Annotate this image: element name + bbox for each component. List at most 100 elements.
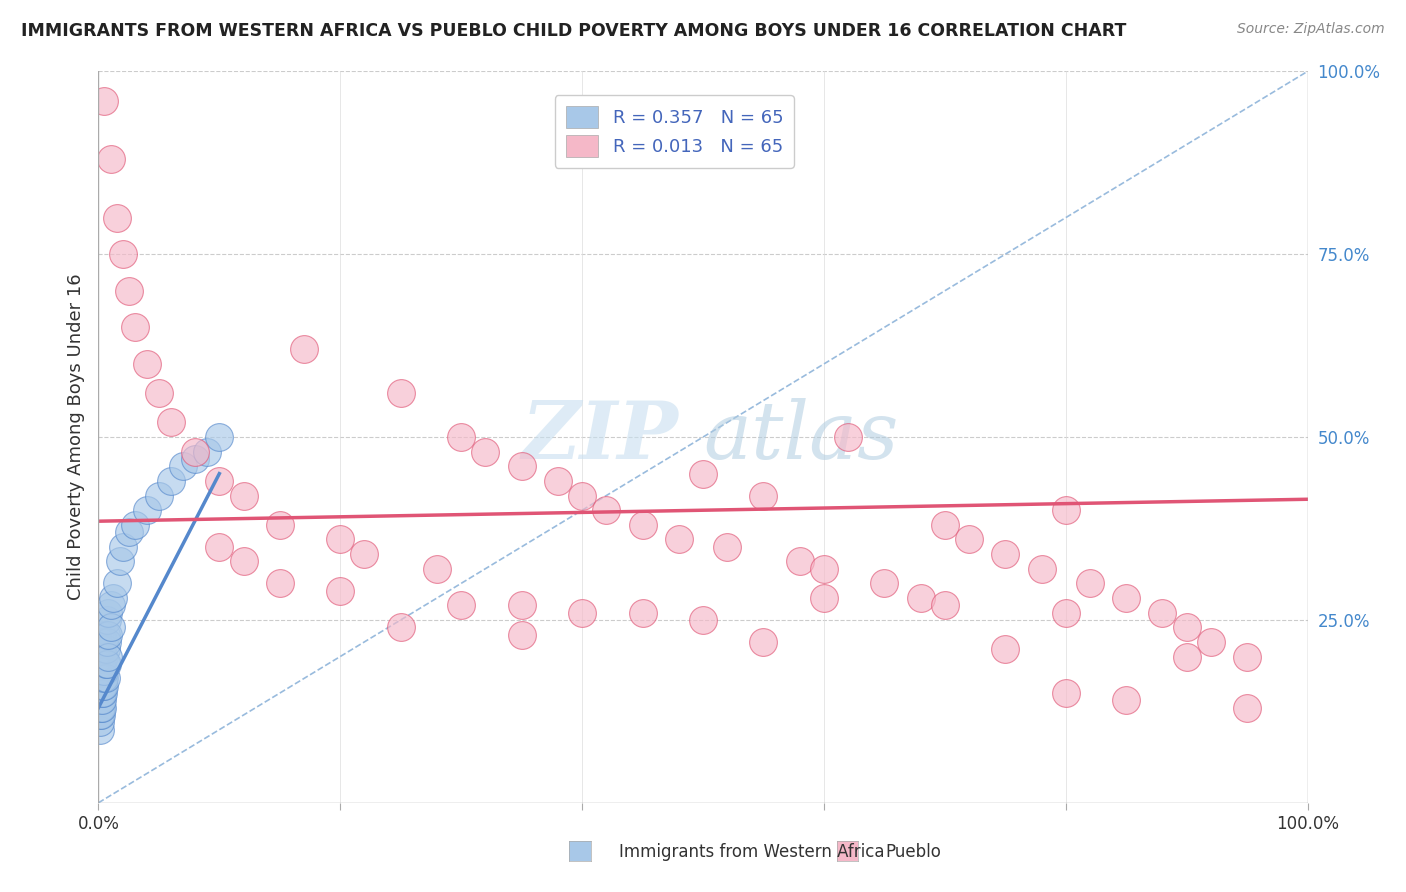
Point bbox=[269, 517, 291, 532]
Point bbox=[89, 686, 111, 700]
Point bbox=[994, 547, 1017, 561]
Point bbox=[89, 715, 111, 730]
Point bbox=[426, 562, 449, 576]
Point bbox=[118, 284, 141, 298]
Point bbox=[450, 599, 472, 613]
Point bbox=[752, 489, 775, 503]
Point bbox=[93, 679, 115, 693]
Point bbox=[91, 700, 114, 714]
Text: Source: ZipAtlas.com: Source: ZipAtlas.com bbox=[1237, 22, 1385, 37]
Point bbox=[89, 672, 111, 686]
Point bbox=[93, 94, 115, 108]
Point bbox=[873, 576, 896, 591]
Point bbox=[269, 576, 291, 591]
Point bbox=[90, 672, 112, 686]
Point bbox=[329, 583, 352, 598]
Point bbox=[353, 547, 375, 561]
Point bbox=[93, 672, 115, 686]
Legend: R = 0.357   N = 65, R = 0.013   N = 65: R = 0.357 N = 65, R = 0.013 N = 65 bbox=[555, 95, 794, 168]
Point bbox=[90, 657, 112, 671]
Point bbox=[957, 533, 980, 547]
Point bbox=[195, 444, 218, 458]
Point bbox=[89, 723, 111, 737]
Text: Immigrants from Western Africa: Immigrants from Western Africa bbox=[619, 843, 884, 861]
Point bbox=[1175, 649, 1198, 664]
Point bbox=[692, 467, 714, 481]
Point bbox=[571, 489, 593, 503]
Point bbox=[96, 635, 118, 649]
Point bbox=[1031, 562, 1053, 576]
Point bbox=[292, 343, 315, 357]
Point bbox=[837, 430, 859, 444]
Point bbox=[474, 444, 496, 458]
Point bbox=[208, 474, 231, 488]
Point bbox=[111, 247, 134, 261]
Point bbox=[90, 686, 112, 700]
Point bbox=[91, 649, 114, 664]
Point bbox=[1054, 606, 1077, 620]
Point bbox=[232, 489, 254, 503]
Point bbox=[631, 517, 654, 532]
Point bbox=[91, 686, 114, 700]
Point bbox=[668, 533, 690, 547]
Point bbox=[94, 627, 117, 641]
Point bbox=[94, 657, 117, 671]
Point bbox=[1054, 686, 1077, 700]
Point bbox=[91, 657, 114, 671]
Point bbox=[96, 657, 118, 671]
Text: ZIP: ZIP bbox=[522, 399, 679, 475]
Point bbox=[148, 386, 170, 401]
Point bbox=[90, 664, 112, 678]
Point bbox=[172, 459, 194, 474]
Point bbox=[97, 649, 120, 664]
Point bbox=[1175, 620, 1198, 634]
Point bbox=[692, 613, 714, 627]
Point bbox=[91, 686, 114, 700]
Point bbox=[1054, 503, 1077, 517]
Point bbox=[90, 649, 112, 664]
Point bbox=[93, 649, 115, 664]
Point bbox=[547, 474, 569, 488]
Point bbox=[1152, 606, 1174, 620]
Point bbox=[89, 708, 111, 723]
Point bbox=[105, 211, 128, 225]
Point bbox=[1115, 693, 1137, 707]
Point bbox=[135, 503, 157, 517]
Point bbox=[89, 700, 111, 714]
Point bbox=[716, 540, 738, 554]
Point bbox=[89, 649, 111, 664]
Point bbox=[510, 599, 533, 613]
Point bbox=[1115, 591, 1137, 605]
Point bbox=[789, 554, 811, 568]
Point bbox=[124, 517, 146, 532]
Point bbox=[329, 533, 352, 547]
Point bbox=[1199, 635, 1222, 649]
Point bbox=[124, 320, 146, 334]
Point bbox=[135, 357, 157, 371]
Point bbox=[389, 386, 412, 401]
Y-axis label: Child Poverty Among Boys Under 16: Child Poverty Among Boys Under 16 bbox=[66, 274, 84, 600]
Point bbox=[232, 554, 254, 568]
Point bbox=[90, 635, 112, 649]
Point bbox=[91, 664, 114, 678]
Point bbox=[100, 620, 122, 634]
Point bbox=[91, 672, 114, 686]
Point bbox=[91, 642, 114, 657]
Point bbox=[91, 672, 114, 686]
Point bbox=[97, 627, 120, 641]
Point bbox=[108, 554, 131, 568]
Point bbox=[510, 627, 533, 641]
Point bbox=[100, 599, 122, 613]
Point bbox=[208, 430, 231, 444]
Point bbox=[105, 576, 128, 591]
Point bbox=[450, 430, 472, 444]
Point bbox=[94, 642, 117, 657]
Point bbox=[91, 627, 114, 641]
Point bbox=[160, 416, 183, 430]
Point bbox=[752, 635, 775, 649]
Point bbox=[91, 693, 114, 707]
Point bbox=[510, 459, 533, 474]
Point bbox=[813, 591, 835, 605]
Point bbox=[910, 591, 932, 605]
Point bbox=[148, 489, 170, 503]
